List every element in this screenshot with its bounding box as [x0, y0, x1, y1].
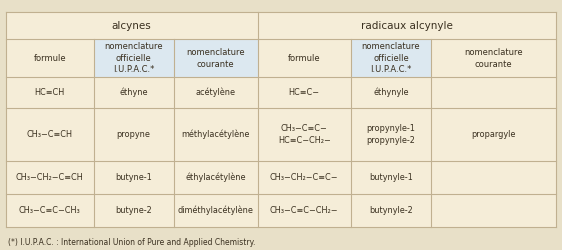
Text: diméthylacétylène: diméthylacétylène: [178, 206, 253, 215]
Bar: [94, 39, 174, 77]
Text: alcynes: alcynes: [112, 21, 152, 31]
Text: nomenclature
courante: nomenclature courante: [464, 48, 523, 68]
Text: radicaux alcynyle: radicaux alcynyle: [361, 21, 453, 31]
Bar: [351, 39, 431, 77]
Text: butyne-1: butyne-1: [115, 173, 152, 182]
Text: formule: formule: [34, 54, 66, 62]
Text: CH₃−C≡C−
HC≡C−CH₂−: CH₃−C≡C− HC≡C−CH₂−: [278, 124, 330, 145]
Text: CH₃−CH₂−C≡C−: CH₃−CH₂−C≡C−: [270, 173, 338, 182]
Text: nomenclature
courante: nomenclature courante: [186, 48, 245, 68]
Bar: [6, 77, 556, 227]
Text: propynyle-1
propynyle-2: propynyle-1 propynyle-2: [366, 124, 415, 145]
Text: nomenclature
officielle
I.U.P.A.C.*: nomenclature officielle I.U.P.A.C.*: [105, 42, 163, 74]
Text: HC≡CH: HC≡CH: [35, 88, 65, 97]
Text: CH₃−CH₂−C≡CH: CH₃−CH₂−C≡CH: [16, 173, 84, 182]
Text: CH₃−C≡C−CH₃: CH₃−C≡C−CH₃: [19, 206, 80, 215]
Text: nomenclature
officielle
I.U.P.A.C.*: nomenclature officielle I.U.P.A.C.*: [361, 42, 420, 74]
Text: CH₃−C≡C−CH₂−: CH₃−C≡C−CH₂−: [270, 206, 338, 215]
Text: (*) I.U.P.A.C. : International Union of Pure and Applied Chemistry.: (*) I.U.P.A.C. : International Union of …: [7, 238, 255, 247]
Bar: [6, 12, 556, 39]
Text: éthylacétylène: éthylacétylène: [185, 173, 246, 182]
Text: méthylacétylène: méthylacétylène: [182, 130, 250, 139]
Text: propyne: propyne: [117, 130, 151, 139]
Bar: [6, 39, 94, 77]
Text: propargyle: propargyle: [472, 130, 516, 139]
Text: butynyle-2: butynyle-2: [369, 206, 413, 215]
Text: éthynyle: éthynyle: [373, 88, 409, 97]
Text: CH₃−C≡CH: CH₃−C≡CH: [27, 130, 72, 139]
Bar: [174, 39, 257, 77]
Text: formule: formule: [288, 54, 320, 62]
Bar: [431, 39, 556, 77]
Text: acétylène: acétylène: [196, 88, 235, 97]
Text: butynyle-1: butynyle-1: [369, 173, 413, 182]
Text: HC≡C−: HC≡C−: [289, 88, 320, 97]
Text: butyne-2: butyne-2: [115, 206, 152, 215]
Bar: [257, 39, 351, 77]
Text: éthyne: éthyne: [119, 88, 148, 97]
